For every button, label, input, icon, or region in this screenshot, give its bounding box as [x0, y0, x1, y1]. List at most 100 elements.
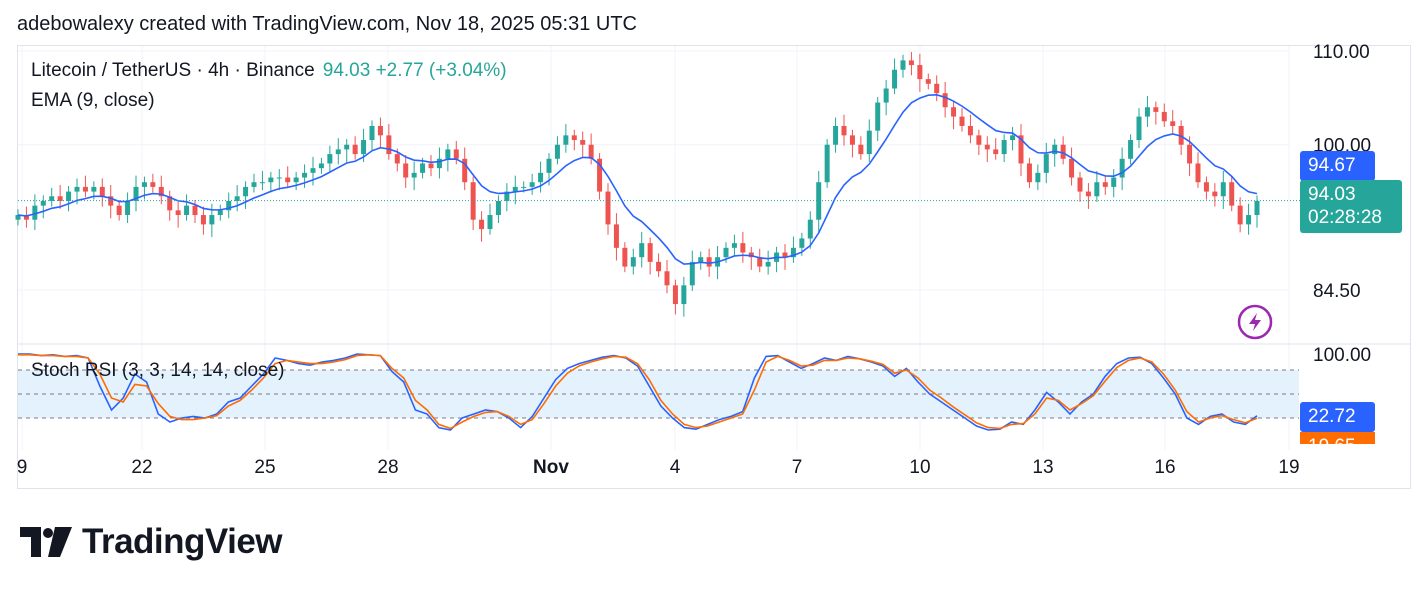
- price-change: 94.03 +2.77 (+3.04%): [322, 60, 507, 81]
- candle-body: [529, 182, 535, 187]
- candle-body: [192, 205, 198, 216]
- time-axis-label: 13: [1032, 457, 1053, 478]
- candle-body: [175, 210, 181, 216]
- candle-body: [993, 149, 999, 155]
- ema-legend[interactable]: EMA (9, close): [31, 90, 155, 111]
- candle-body: [462, 158, 468, 183]
- price-candles: [15, 51, 1260, 317]
- candle-body: [15, 215, 21, 220]
- candle-body: [57, 196, 63, 201]
- candle-body: [1094, 182, 1100, 197]
- stoch-k-line: [18, 353, 1258, 431]
- candle-body: [521, 186, 527, 188]
- tradingview-logo: TradingView: [20, 522, 283, 562]
- candle-body: [411, 172, 417, 178]
- candle-body: [597, 158, 603, 192]
- candle-body: [49, 196, 55, 201]
- candle-body: [1111, 177, 1117, 187]
- candle-body: [361, 140, 367, 155]
- candle-body: [1035, 172, 1041, 183]
- candle-body: [479, 219, 485, 230]
- tradingview-logo-icon: [20, 527, 72, 557]
- time-axis-label: 28: [377, 457, 398, 478]
- stoch-legend[interactable]: Stoch RSI (3, 3, 14, 14, close): [31, 360, 285, 381]
- candle-body: [571, 135, 577, 141]
- time-axis-label: 25: [254, 457, 275, 478]
- candle-body: [1170, 121, 1176, 126]
- symbol-title[interactable]: Litecoin / TetherUS · 4h · Binance: [31, 60, 315, 81]
- lightning-icon[interactable]: [1237, 304, 1273, 340]
- candle-body: [327, 154, 333, 164]
- candle-body: [184, 205, 190, 216]
- candle-body: [23, 215, 29, 220]
- candle-body: [1136, 116, 1142, 141]
- candle-body: [908, 60, 914, 66]
- candle-body: [942, 93, 948, 108]
- candle-body: [563, 135, 569, 145]
- candle-body: [1085, 191, 1091, 197]
- candle-body: [1052, 144, 1058, 155]
- candle-body: [1043, 154, 1049, 173]
- last-price-badge: 94.03 02:28:28: [1300, 180, 1402, 233]
- candle-body: [335, 149, 341, 155]
- candle-body: [369, 125, 375, 141]
- candle-body: [816, 182, 822, 220]
- candle-body: [167, 196, 173, 211]
- candle-body: [731, 243, 737, 248]
- candle-body: [200, 215, 206, 225]
- candle-body: [428, 163, 434, 169]
- candle-body: [959, 116, 965, 126]
- candle-body: [681, 285, 687, 305]
- candle-body: [740, 243, 746, 253]
- candle-body: [453, 149, 459, 159]
- candle-body: [352, 144, 358, 155]
- candle-body: [790, 247, 796, 258]
- candle-body: [605, 191, 611, 225]
- candle-body: [976, 135, 982, 145]
- candle-body: [706, 257, 712, 267]
- candle-body: [664, 271, 670, 286]
- time-axis-label: Nov: [533, 457, 569, 478]
- time-axis-label: 19: [1278, 457, 1299, 478]
- candle-body: [91, 186, 97, 192]
- time-axis-label: 16: [1154, 457, 1175, 478]
- candle-body: [116, 205, 122, 216]
- candle-body: [849, 135, 855, 145]
- time-axis-label: 9: [17, 457, 28, 478]
- ema-line: [17, 94, 1258, 265]
- candle-body: [689, 261, 695, 286]
- candle-body: [757, 257, 763, 267]
- candle-body: [1128, 140, 1134, 159]
- candle-body: [1001, 140, 1007, 155]
- candle-body: [630, 257, 636, 267]
- candle-body: [495, 200, 501, 216]
- candle-body: [32, 205, 38, 220]
- candle-body: [951, 107, 957, 117]
- candle-body: [1119, 158, 1125, 178]
- candle-body: [588, 144, 594, 159]
- candle-body: [546, 158, 552, 173]
- candle-body: [538, 172, 544, 183]
- candle-body: [150, 182, 156, 187]
- candle-body: [807, 219, 813, 239]
- candle-body: [436, 158, 442, 169]
- candle-body: [302, 172, 308, 178]
- candle-body: [1195, 163, 1201, 183]
- candle-body: [1229, 182, 1235, 206]
- candle-body: [900, 60, 906, 70]
- candle-body: [125, 200, 131, 216]
- candle-body: [251, 182, 257, 187]
- candle-body: [639, 243, 645, 258]
- candle-body: [487, 215, 493, 230]
- candle-body: [344, 144, 350, 150]
- candle-body: [141, 182, 147, 187]
- candle-body: [723, 247, 729, 258]
- candle-body: [403, 163, 409, 178]
- candle-body: [394, 154, 400, 164]
- candle-body: [866, 130, 872, 155]
- candle-body: [470, 182, 476, 220]
- candle-body: [833, 125, 839, 145]
- candle-body: [1102, 182, 1108, 187]
- candle-body: [613, 224, 619, 248]
